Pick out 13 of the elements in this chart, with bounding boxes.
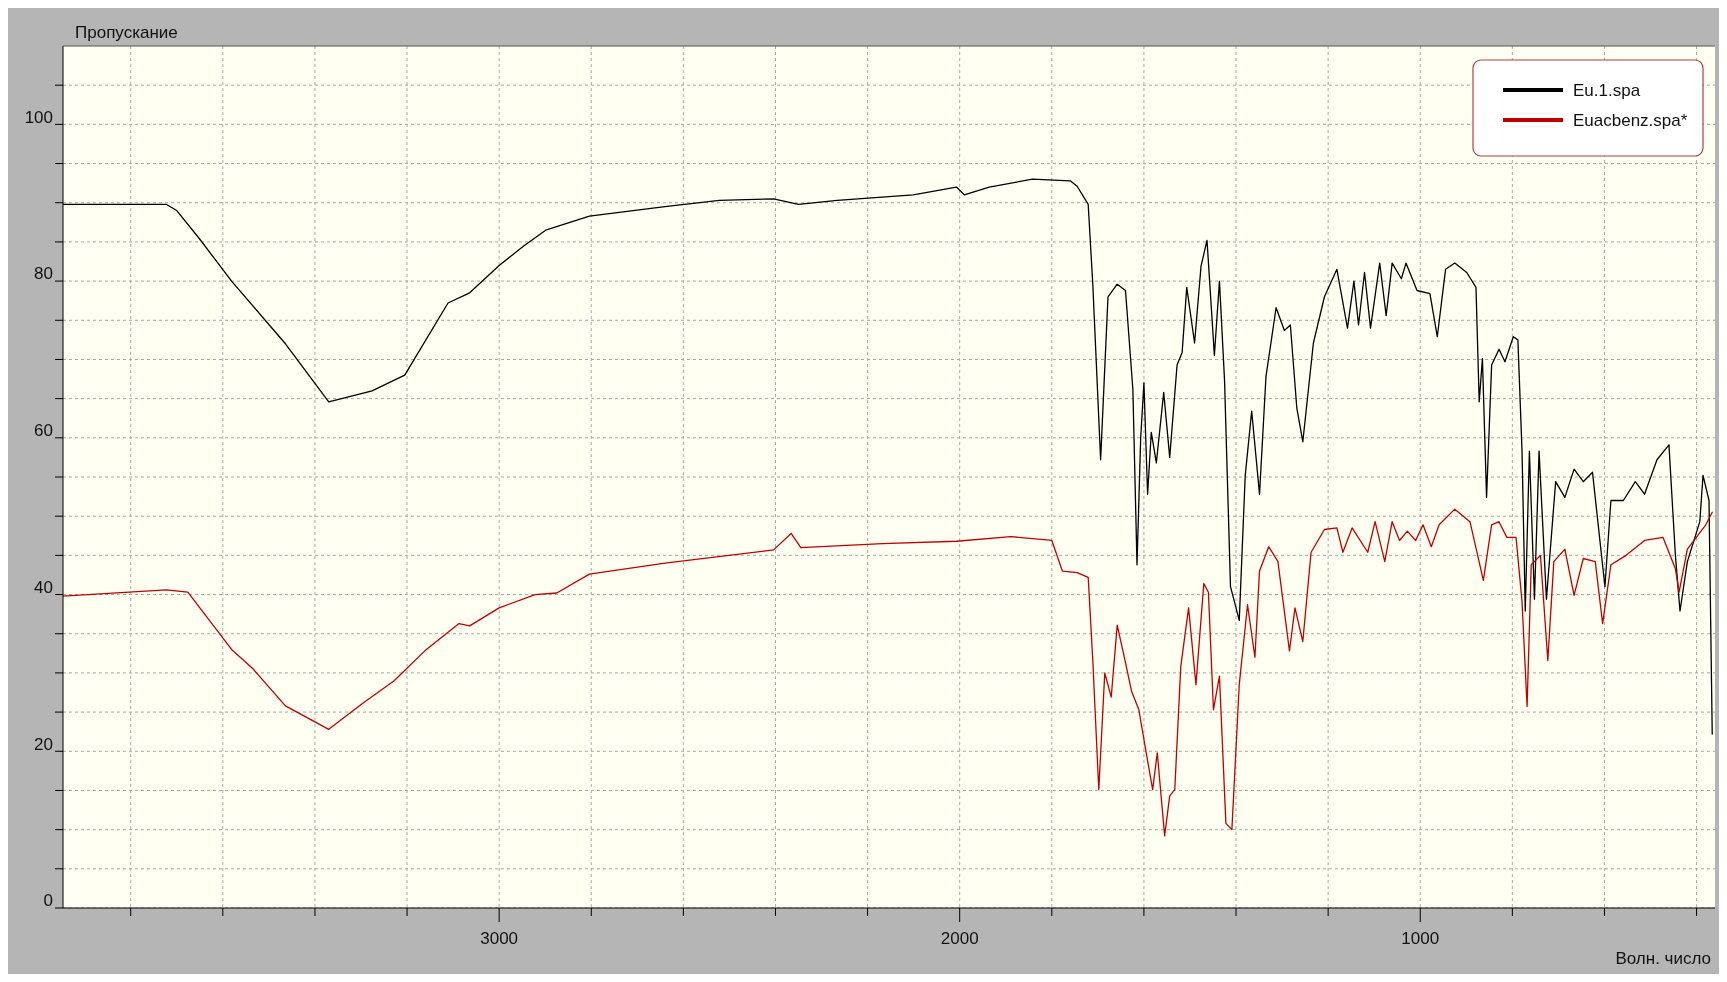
x-tick-label: 1000 [1401,929,1440,948]
y-tick-label: 20 [34,734,53,754]
x-axis-title: Волн. число [1615,949,1711,968]
y-tick-label: 80 [34,264,53,284]
y-tick-label: 100 [24,107,53,127]
y-tick-label: 60 [34,421,53,441]
legend-label: Eu.1.spa [1573,81,1641,100]
y-axis-title: Пропускание [75,23,178,42]
x-tick-label: 3000 [480,929,519,948]
legend-label: Euacbenz.spa* [1573,111,1688,130]
x-tick-label: 2000 [940,929,979,948]
y-tick-label: 40 [34,577,53,597]
y-tick-label: 0 [43,891,53,911]
